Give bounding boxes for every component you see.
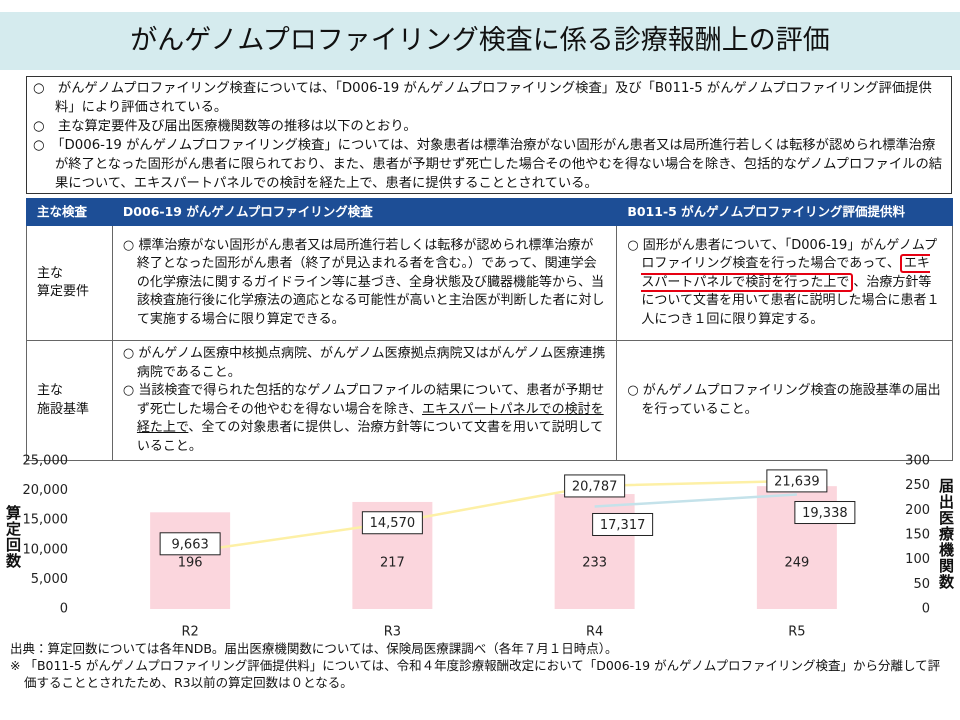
header-cell: B011-5 がんゲノムプロファイリング評価提供料 xyxy=(616,198,953,226)
table-cell: ○ 標準治療がない固形がん患者又は局所進行若しくは転移が認められ標準治療が終了と… xyxy=(111,225,618,341)
text: ○ がんゲノムプロファイリング検査の施設基準の届出を行っていること。 xyxy=(627,383,941,417)
bar-label: 217 xyxy=(380,556,405,571)
bar-label: 233 xyxy=(582,556,607,571)
bar xyxy=(554,494,635,609)
page-title: がんゲノムプロファイリング検査に係る診療報酬上の評価 xyxy=(130,25,830,56)
emphasis: エキスパートパネルでの検討を経た上で xyxy=(136,401,604,436)
label-box xyxy=(766,469,828,493)
line-label: 17,317 xyxy=(600,518,646,533)
y-tick-label: 0 xyxy=(60,602,68,617)
header-cell: 主な検査 xyxy=(26,198,113,226)
label-box xyxy=(592,512,654,536)
table-cell: ○ がんゲノムプロファイリング検査の施設基準の届出を行っていること。 xyxy=(616,340,953,461)
y-tick-label: 20,000 xyxy=(23,483,69,498)
y2-tick-label: 300 xyxy=(905,454,930,469)
chart: 0 5,000 10,000 15,000 20,000 25,000 0 50 100 150 2… xyxy=(23,454,931,640)
bar xyxy=(150,512,231,609)
notes-box: ○ がんゲノムプロファイリング検査については、「D006-19 がんゲノムプロフ… xyxy=(26,76,952,194)
footer: 出典：算定回数については各年NDB。届出医療機関数については、保険局医療課調べ（… xyxy=(10,640,950,691)
y2-tick-label: 0 xyxy=(922,602,930,617)
text: 、治療方針等について文書を用いて患者に説明した場合に患者１人につき１回に限り算定… xyxy=(641,274,940,327)
line xyxy=(189,479,797,554)
text: ○ がんゲノム医療中核拠点病院、がんゲノム医療拠点病院又はがんゲノム医療連携病院… xyxy=(122,346,606,380)
line-label: 19,338 xyxy=(802,506,848,521)
y-axis-title: 算定回数 xyxy=(4,505,22,569)
line-label: 21,639 xyxy=(774,474,820,489)
text: ○ 標準治療がない固形がん患者又は局所進行若しくは転移が認められ標準治療が終了と… xyxy=(122,237,605,327)
x-tick-label: R4 xyxy=(586,625,603,640)
x-tick-label: R3 xyxy=(384,625,401,640)
requirements-table: 主な検査 D006-19 がんゲノムプロファイリング検査 B011-5 がんゲノムプ… xyxy=(26,198,953,461)
bar-label: 249 xyxy=(784,556,809,571)
table-row: 主な 算定要件 ○ 標準治療がない固形がん患者又は局所進行若しくは転移が認められ標… xyxy=(26,225,953,341)
line-label: 9,663 xyxy=(172,537,209,552)
header-row: 主な検査 D006-19 がんゲノムプロファイリング検査 B011-5 がんゲノムプ… xyxy=(26,198,953,226)
row-label: 主な 施設基準 xyxy=(26,340,113,461)
label-box xyxy=(794,501,856,525)
footnote: ※ 「B011-5 がんゲノムプロファイリング評価提供料」については、令和４年度… xyxy=(10,658,941,690)
y2-tick-label: 100 xyxy=(905,552,930,567)
note: ○ がんゲノムプロファイリング検査については、「D006-19 がんゲノムプロフ… xyxy=(33,81,932,115)
paragraph: ○ 固形がん患者について、「D006-19」がんゲノムプロファイリング検査を行っ… xyxy=(627,237,942,330)
y2-tick-label: 150 xyxy=(905,528,930,543)
row-label: 主な 算定要件 xyxy=(26,225,113,341)
note: ○ 「D006-19 がんゲノムプロファイリング検査」については、対象患者は標準… xyxy=(33,138,943,191)
table-cell: ○ がんゲノム医療中核拠点病院、がんゲノム医療拠点病院又はがんゲノム医療連携病院… xyxy=(111,340,618,461)
bar-label: 196 xyxy=(178,556,203,571)
y-tick-label: 10,000 xyxy=(23,542,69,557)
y-tick-label: 5,000 xyxy=(31,572,68,587)
header-cell: D006-19 がんゲノムプロファイリング検査 xyxy=(111,198,618,226)
table-cell: ○ 固形がん患者について、「D006-19」がんゲノムプロファイリング検査を行っ… xyxy=(616,225,953,341)
paragraph: ○ 標準治療がない固形がん患者又は局所進行若しくは転移が認められ標準治療が終了と… xyxy=(123,237,606,330)
line xyxy=(594,493,797,508)
x-tick-label: R2 xyxy=(181,625,198,640)
title-band xyxy=(0,12,960,70)
footnote: 出典：算定回数については各年NDB。届出医療機関数については、保険局医療課調べ（… xyxy=(10,641,618,656)
paragraph: ○ がんゲノムプロファイリング検査の施設基準の届出を行っていること。 xyxy=(627,382,942,419)
y-tick-label: 25,000 xyxy=(23,454,69,469)
text: ○ 固形がん患者について、「D006-19」がんゲノムプロファイリング検査を行っ… xyxy=(627,237,938,272)
y2-tick-label: 200 xyxy=(905,503,930,518)
note: ○ 主な算定要件及び届出医療機関数等の推移は以下のとおり。 xyxy=(33,119,417,134)
y2-tick-label: 50 xyxy=(913,577,930,592)
paragraph: ○ がんゲノム医療中核拠点病院、がんゲノム医療拠点病院又はがんゲノム医療連携病院… xyxy=(123,345,606,382)
label-box xyxy=(564,474,626,498)
label-box xyxy=(159,532,221,556)
label-box xyxy=(361,511,423,535)
text: 、全ての対象患者に提供し、治療方針等について文書を用いて説明していること。 xyxy=(136,420,604,454)
x-tick-label: R5 xyxy=(788,625,805,640)
y-tick-label: 15,000 xyxy=(23,513,69,528)
y2-tick-label: 250 xyxy=(905,478,930,493)
emphasis: エキスパートパネルで検討を行った上で xyxy=(641,254,930,292)
paragraph: ○ 当該検査で得られた包括的なゲノムプロファイルの結果について、患者が予期せず死… xyxy=(123,382,606,456)
table-row: 主な 施設基準 ○ がんゲノム医療中核拠点病院、がんゲノム医療拠点病院又はがんゲノ… xyxy=(26,340,953,461)
y2-axis-title: 届出医療機関数 xyxy=(937,478,955,590)
text: ○ 当該検査で得られた包括的なゲノムプロファイルの結果について、患者が予期せず死… xyxy=(122,383,605,417)
line-label: 14,570 xyxy=(370,516,416,531)
line-label: 20,787 xyxy=(572,479,618,494)
